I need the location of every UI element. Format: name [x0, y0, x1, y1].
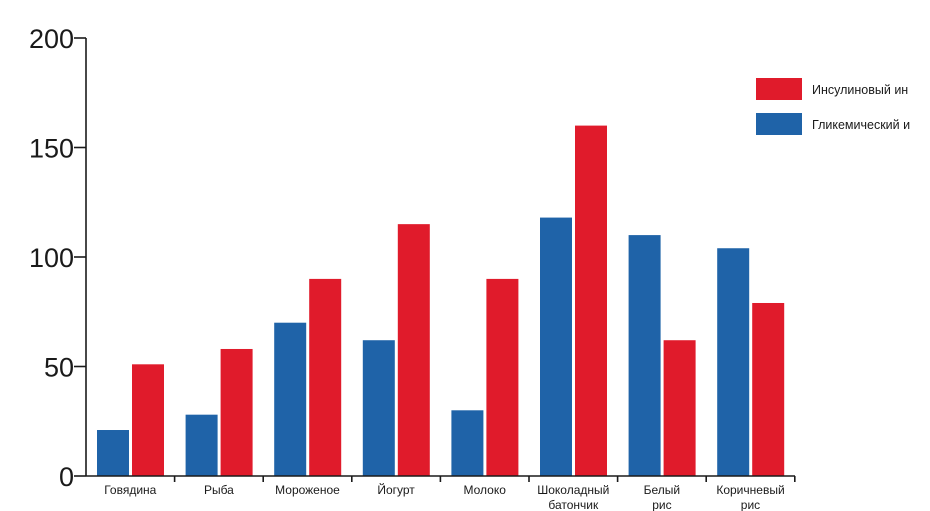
- legend-swatch: [756, 113, 802, 135]
- legend: Инсулиновый ин Гликемический и: [756, 78, 910, 135]
- x-tick-label-line: Говядина: [104, 483, 156, 497]
- bar-insulin-4: [486, 278, 519, 476]
- bar-insulin-7: [752, 302, 785, 476]
- x-tick-label-line: Белый: [644, 483, 680, 497]
- bar-glycemic-2: [274, 322, 307, 476]
- legend-swatch: [756, 78, 802, 100]
- bar-glycemic-1: [185, 414, 218, 476]
- x-tick-label-line: Коричневый: [716, 483, 784, 497]
- x-tick-label-line: Йогурт: [377, 482, 415, 497]
- x-tick-label-line: Молоко: [463, 483, 506, 497]
- x-tick-label-line: батончик: [548, 498, 599, 511]
- x-tick-label-line: Мороженое: [275, 483, 340, 497]
- y-tick-label: 0: [59, 462, 74, 492]
- legend-label: Гликемический и: [812, 118, 910, 132]
- bar-insulin-2: [309, 278, 342, 476]
- x-axis-ticks: Говядина Рыба Мороженое Йогурт Молоко Шоколад…: [104, 476, 796, 511]
- bar-glycemic-7: [717, 248, 750, 476]
- bar-insulin-6: [663, 340, 696, 476]
- x-tick-label: Шоколадный батончик: [537, 483, 609, 511]
- bar-insulin-0: [132, 364, 164, 476]
- bar-insulin-5: [575, 125, 607, 476]
- bar-glycemic-0: [97, 430, 129, 476]
- y-tick-label: 50: [44, 353, 74, 383]
- x-tick-label-line: рис: [741, 498, 760, 511]
- bar-group: [97, 125, 785, 476]
- bar-glycemic-3: [362, 340, 395, 476]
- bar-insulin-1: [220, 348, 253, 476]
- x-tick-label: Коричневый рис: [716, 483, 784, 511]
- x-tick-label: Молоко: [463, 483, 506, 497]
- x-tick-label: Рыба: [204, 483, 234, 497]
- bar-glycemic-4: [451, 410, 484, 476]
- x-tick-label-line: Шоколадный: [537, 483, 609, 497]
- bar-insulin-3: [397, 224, 430, 476]
- y-axis-ticks: 0 50 100 150 200: [29, 24, 86, 492]
- x-tick-label: Говядина: [104, 483, 156, 497]
- y-tick-label: 100: [29, 243, 74, 273]
- x-tick-label: Белый рис: [644, 483, 680, 511]
- legend-label: Инсулиновый ин: [812, 83, 908, 97]
- bar-glycemic-6: [628, 235, 661, 476]
- y-tick-label: 150: [29, 134, 74, 164]
- y-tick-label: 200: [29, 24, 74, 54]
- x-tick-label: Мороженое: [275, 483, 340, 497]
- x-tick-label-line: Рыба: [204, 483, 234, 497]
- x-tick-label: Йогурт: [377, 482, 415, 497]
- bar-glycemic-5: [540, 217, 572, 476]
- x-tick-label-line: рис: [652, 498, 671, 511]
